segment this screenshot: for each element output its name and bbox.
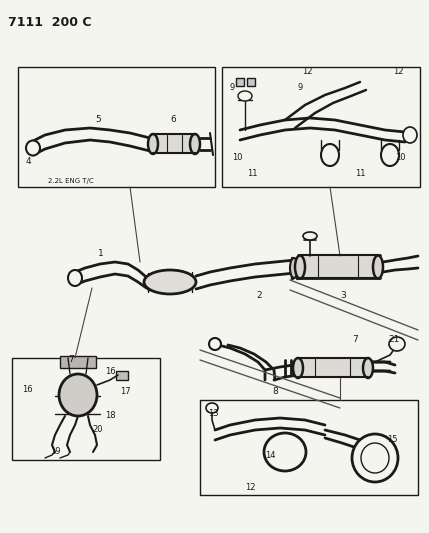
Bar: [60, 356, 96, 368]
Text: 14: 14: [265, 450, 275, 459]
Text: 1: 1: [98, 248, 104, 257]
Text: 16: 16: [22, 385, 33, 394]
Text: 13: 13: [208, 408, 219, 417]
Ellipse shape: [363, 358, 373, 378]
Text: 4: 4: [26, 157, 32, 166]
Text: 19: 19: [50, 448, 60, 456]
Bar: [298, 359, 368, 377]
Text: 16: 16: [105, 367, 116, 376]
Ellipse shape: [295, 255, 305, 279]
Ellipse shape: [403, 127, 417, 143]
Bar: [12, 358, 160, 460]
Ellipse shape: [321, 144, 339, 166]
Ellipse shape: [190, 134, 200, 154]
Ellipse shape: [373, 255, 383, 279]
Ellipse shape: [144, 270, 196, 294]
Text: 6: 6: [170, 116, 176, 125]
Text: 9: 9: [298, 84, 303, 93]
Bar: [200, 400, 418, 495]
Ellipse shape: [361, 443, 389, 473]
Text: 7111  200 C: 7111 200 C: [8, 16, 91, 29]
Text: 12: 12: [302, 68, 312, 77]
Bar: [300, 256, 378, 278]
Ellipse shape: [238, 91, 252, 101]
Bar: [236, 78, 244, 86]
Text: 15: 15: [387, 435, 398, 445]
Bar: [247, 78, 255, 86]
Text: 12: 12: [245, 482, 256, 491]
Text: 9: 9: [230, 83, 235, 92]
Text: 2.2L ENG T/C: 2.2L ENG T/C: [48, 178, 94, 184]
Ellipse shape: [206, 403, 218, 413]
Text: 20: 20: [92, 425, 103, 434]
Ellipse shape: [381, 144, 399, 166]
Text: 11: 11: [355, 168, 366, 177]
Ellipse shape: [68, 270, 82, 286]
Text: 17: 17: [120, 387, 130, 397]
Bar: [222, 67, 420, 187]
Bar: [18, 67, 215, 187]
Text: 5: 5: [95, 116, 101, 125]
Text: 11: 11: [247, 168, 257, 177]
Text: 12: 12: [393, 68, 404, 77]
Bar: [153, 135, 195, 153]
Text: 7: 7: [352, 335, 358, 344]
Ellipse shape: [389, 337, 405, 351]
Ellipse shape: [209, 338, 221, 350]
Text: 8: 8: [272, 387, 278, 397]
Text: 10: 10: [395, 152, 405, 161]
Text: 10: 10: [232, 152, 242, 161]
Ellipse shape: [352, 434, 398, 482]
Ellipse shape: [303, 232, 317, 240]
Ellipse shape: [59, 374, 97, 416]
Ellipse shape: [290, 258, 298, 278]
Ellipse shape: [26, 141, 40, 156]
Text: 21: 21: [388, 335, 399, 344]
Text: 18: 18: [105, 410, 116, 419]
Ellipse shape: [148, 134, 158, 154]
Ellipse shape: [264, 433, 306, 471]
Ellipse shape: [293, 358, 303, 378]
Text: 2: 2: [256, 290, 262, 300]
Bar: [116, 371, 128, 380]
Text: 3: 3: [340, 290, 346, 300]
Text: 7: 7: [68, 356, 74, 365]
